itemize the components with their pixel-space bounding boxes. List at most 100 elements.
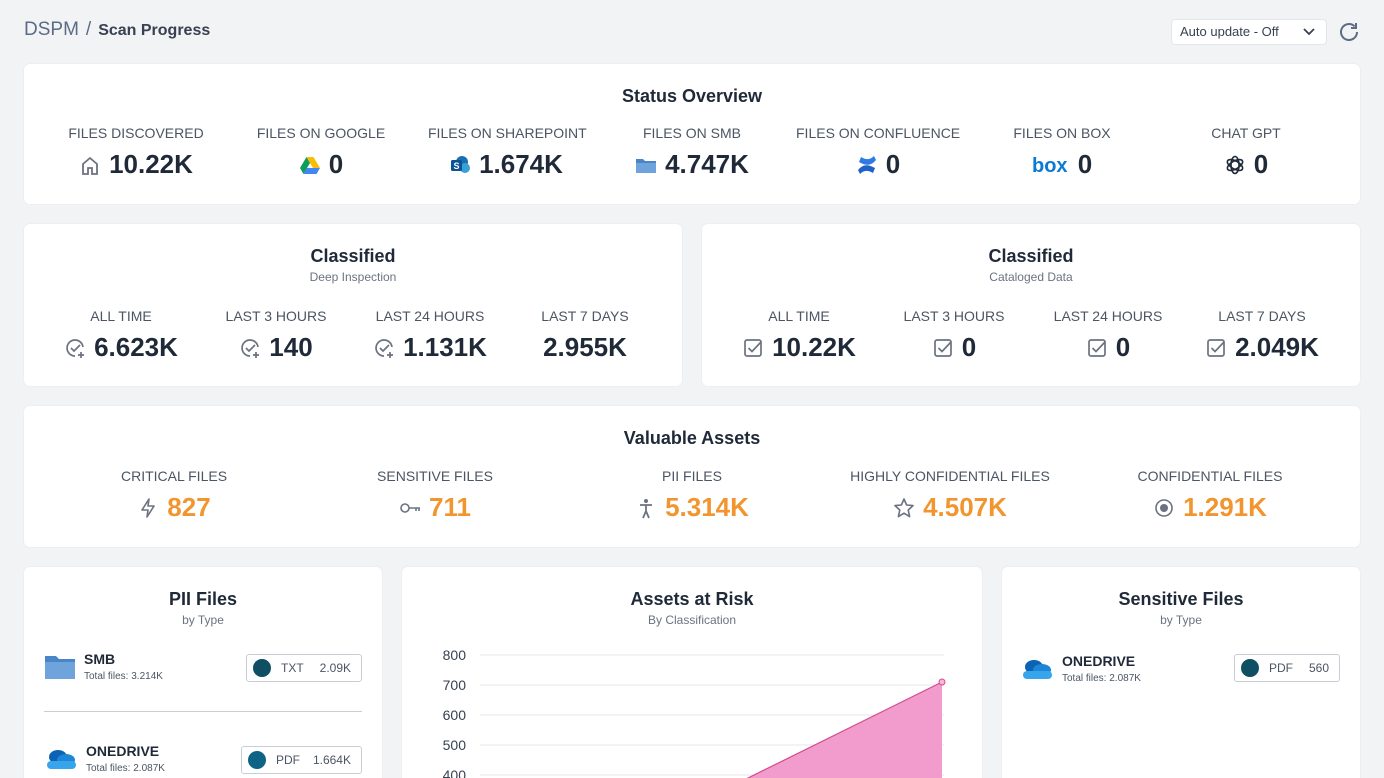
checkbox-icon bbox=[742, 337, 764, 359]
valuable-assets-card: Valuable Assets CRITICAL FILES 827 SENSI… bbox=[24, 406, 1360, 547]
stat-deep-all-time[interactable]: ALL TIME 6.623K bbox=[54, 308, 188, 363]
stat-files-on-confluence[interactable]: FILES ON CONFLUENCE 0 bbox=[796, 125, 960, 180]
stat-value: 10.22K bbox=[772, 332, 856, 362]
classified-cataloged-card: Classified Cataloged Data ALL TIME 10.22… bbox=[702, 224, 1360, 386]
openai-icon bbox=[1224, 154, 1246, 176]
stat-label: HIGHLY CONFIDENTIAL FILES bbox=[850, 468, 1050, 484]
stat-value: 4.747K bbox=[665, 149, 749, 179]
status-overview-title: Status Overview bbox=[621, 86, 763, 106]
file-type: TXT bbox=[281, 661, 304, 675]
stat-label: CONFIDENTIAL FILES bbox=[1137, 468, 1283, 484]
stat-label: SENSITIVE FILES bbox=[377, 468, 493, 484]
checkbox-icon bbox=[1086, 337, 1108, 359]
stat-cataloged-last-24-hours[interactable]: LAST 24 HOURS 0 bbox=[1038, 308, 1178, 363]
stat-label: CRITICAL FILES bbox=[120, 468, 228, 484]
stat-files-on-smb[interactable]: FILES ON SMB 4.747K bbox=[620, 125, 764, 180]
radio-icon bbox=[1153, 497, 1175, 519]
folder-icon bbox=[635, 154, 657, 176]
file-type-chip[interactable]: PDF 560 bbox=[1234, 654, 1340, 682]
breadcrumb-root[interactable]: DSPM bbox=[24, 19, 79, 40]
stat-value: 5.314K bbox=[665, 492, 749, 522]
sensitive-files-subtitle: by Type bbox=[1160, 613, 1202, 627]
stat-label: FILES ON CONFLUENCE bbox=[796, 125, 961, 141]
stat-critical-files[interactable]: CRITICAL FILES 827 bbox=[104, 468, 244, 523]
stat-value: 4.507K bbox=[923, 492, 1007, 522]
stat-cataloged-last-3-hours[interactable]: LAST 3 HOURS 0 bbox=[888, 308, 1020, 363]
valuable-assets-title: Valuable Assets bbox=[623, 428, 761, 448]
pii-files-title: PII Files bbox=[168, 589, 238, 609]
list-item[interactable]: ONEDRIVE Total files: 2.087K bbox=[1020, 653, 1141, 684]
list-item[interactable]: SMB Total files: 3.214K bbox=[44, 651, 163, 682]
assets-at-risk-subtitle: By Classification bbox=[647, 613, 737, 627]
file-total: Total files: 2.087K bbox=[1062, 673, 1141, 684]
stat-value: 2.049K bbox=[1235, 332, 1319, 362]
stat-highly-confidential-files[interactable]: HIGHLY CONFIDENTIAL FILES 4.507K bbox=[850, 468, 1050, 523]
stat-value: 0 bbox=[961, 332, 977, 362]
stat-value: 0 bbox=[1115, 332, 1131, 362]
stat-value: 140 bbox=[269, 332, 313, 362]
confluence-icon bbox=[856, 154, 878, 176]
stat-sensitive-files[interactable]: SENSITIVE FILES 711 bbox=[360, 468, 510, 523]
classified-deep-subtitle: Deep Inspection bbox=[309, 270, 397, 284]
folder-icon bbox=[44, 653, 76, 681]
stat-value: 6.623K bbox=[94, 332, 178, 362]
stat-cataloged-all-time[interactable]: ALL TIME 10.22K bbox=[732, 308, 866, 363]
stat-chat-gpt[interactable]: CHAT GPT 0 bbox=[1188, 125, 1304, 180]
home-icon bbox=[79, 154, 101, 176]
stat-value: 1.674K bbox=[479, 149, 563, 179]
stat-files-on-google[interactable]: FILES ON GOOGLE 0 bbox=[250, 125, 392, 180]
legend-dot bbox=[1241, 659, 1259, 677]
assets-at-risk-chart bbox=[480, 654, 946, 778]
sharepoint-icon: S bbox=[449, 154, 471, 176]
breadcrumb: DSPM / Scan Progress bbox=[24, 19, 210, 41]
box-icon: box bbox=[1032, 154, 1070, 176]
star-icon bbox=[893, 497, 915, 519]
file-type-chip[interactable]: TXT 2.09K bbox=[246, 654, 362, 682]
assets-at-risk-title: Assets at Risk bbox=[630, 589, 754, 609]
key-icon bbox=[399, 497, 421, 519]
stat-files-discovered[interactable]: FILES DISCOVERED 10.22K bbox=[60, 125, 212, 180]
stat-files-on-box[interactable]: FILES ON BOX box 0 bbox=[1004, 125, 1120, 180]
onedrive-icon bbox=[1020, 657, 1054, 681]
file-count: 560 bbox=[1308, 661, 1329, 675]
assets-at-risk-card: Assets at Risk By Classification 800 700… bbox=[402, 567, 982, 778]
check-circle-plus-icon bbox=[239, 337, 261, 359]
stat-label: LAST 24 HOURS bbox=[375, 308, 485, 324]
pii-files-subtitle: by Type bbox=[182, 613, 224, 627]
stat-label: FILES ON GOOGLE bbox=[256, 125, 386, 141]
sensitive-files-title: Sensitive Files bbox=[1118, 589, 1244, 609]
classified-deep-title: Classified bbox=[310, 246, 396, 266]
stat-label: FILES DISCOVERED bbox=[68, 125, 204, 141]
stat-label: LAST 3 HOURS bbox=[225, 308, 327, 324]
stat-label: LAST 3 HOURS bbox=[903, 308, 1005, 324]
pii-files-card: PII Files by Type SMB Total files: 3.214… bbox=[24, 567, 382, 778]
file-type-chip[interactable]: PDF 1.664K bbox=[241, 746, 362, 774]
stat-value: 0 bbox=[885, 149, 901, 179]
stat-deep-last-3-hours[interactable]: LAST 3 HOURS 140 bbox=[210, 308, 342, 363]
stat-deep-last-24-hours[interactable]: LAST 24 HOURS 1.131K bbox=[360, 308, 500, 363]
person-icon bbox=[635, 497, 657, 519]
refresh-icon[interactable] bbox=[1337, 20, 1361, 44]
stat-pii-files[interactable]: PII FILES 5.314K bbox=[624, 468, 760, 523]
file-source-name: ONEDRIVE bbox=[86, 743, 160, 759]
stat-label: LAST 7 DAYS bbox=[541, 308, 629, 324]
list-item[interactable]: ONEDRIVE Total files: 2.087K bbox=[44, 743, 165, 774]
stat-value: 0 bbox=[1077, 149, 1093, 179]
stat-confidential-files[interactable]: CONFIDENTIAL FILES 1.291K bbox=[1130, 468, 1290, 523]
check-circle-plus-icon bbox=[64, 337, 86, 359]
checkbox-icon bbox=[1205, 337, 1227, 359]
stat-value: 0 bbox=[328, 149, 344, 179]
legend-dot bbox=[248, 751, 266, 769]
file-type: PDF bbox=[1269, 661, 1293, 675]
svg-text:box: box bbox=[1032, 155, 1068, 176]
check-circle-plus-icon bbox=[373, 337, 395, 359]
stat-value: 1.291K bbox=[1183, 492, 1267, 522]
series-line bbox=[746, 681, 943, 778]
stat-value: 2.955K bbox=[543, 332, 627, 362]
stat-files-on-sharepoint[interactable]: FILES ON SHAREPOINT S 1.674K bbox=[428, 125, 587, 180]
stat-cataloged-last-7-days[interactable]: LAST 7 DAYS 2.049K bbox=[1192, 308, 1332, 363]
data-point[interactable] bbox=[938, 678, 946, 686]
top-bar: DSPM / Scan Progress Auto update - Off bbox=[0, 0, 1384, 62]
stat-deep-last-7-days[interactable]: LAST 7 DAYS 2.955K bbox=[524, 308, 646, 363]
auto-update-select[interactable]: Auto update - Off bbox=[1171, 19, 1327, 45]
